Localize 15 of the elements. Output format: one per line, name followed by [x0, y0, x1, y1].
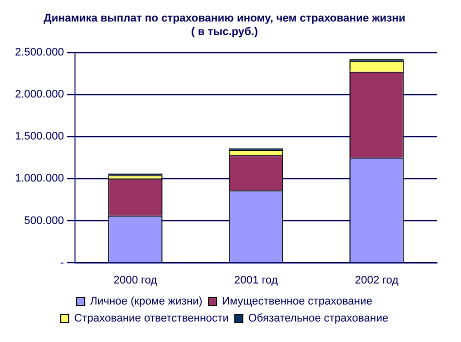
y-tick-label: - [60, 256, 64, 269]
legend-label: Страхование ответственности [74, 312, 229, 325]
x-tick-label: 2002 год [354, 274, 400, 286]
y-tick-label: 1.500.000 [15, 130, 64, 143]
y-tick-label: 500.000 [24, 214, 64, 227]
y-tick-label: 1.000.000 [15, 172, 64, 185]
x-tick-label: 2000 год [113, 274, 158, 286]
y-tick-label: 2.000.000 [15, 88, 64, 101]
legend-label: Имущественное страхование [222, 296, 372, 308]
x-tick-label: 2001 год [234, 274, 278, 286]
legend-label: Обязательное страхование [248, 312, 388, 325]
text: ( в тыс.руб.) [191, 26, 258, 38]
text: Динамика выплат по страхованию иному, чем страхование жизни [44, 12, 406, 25]
y-tick-label: 2.500.000 [15, 46, 64, 58]
legend-label: Личное (кроме жизни) [90, 296, 202, 308]
